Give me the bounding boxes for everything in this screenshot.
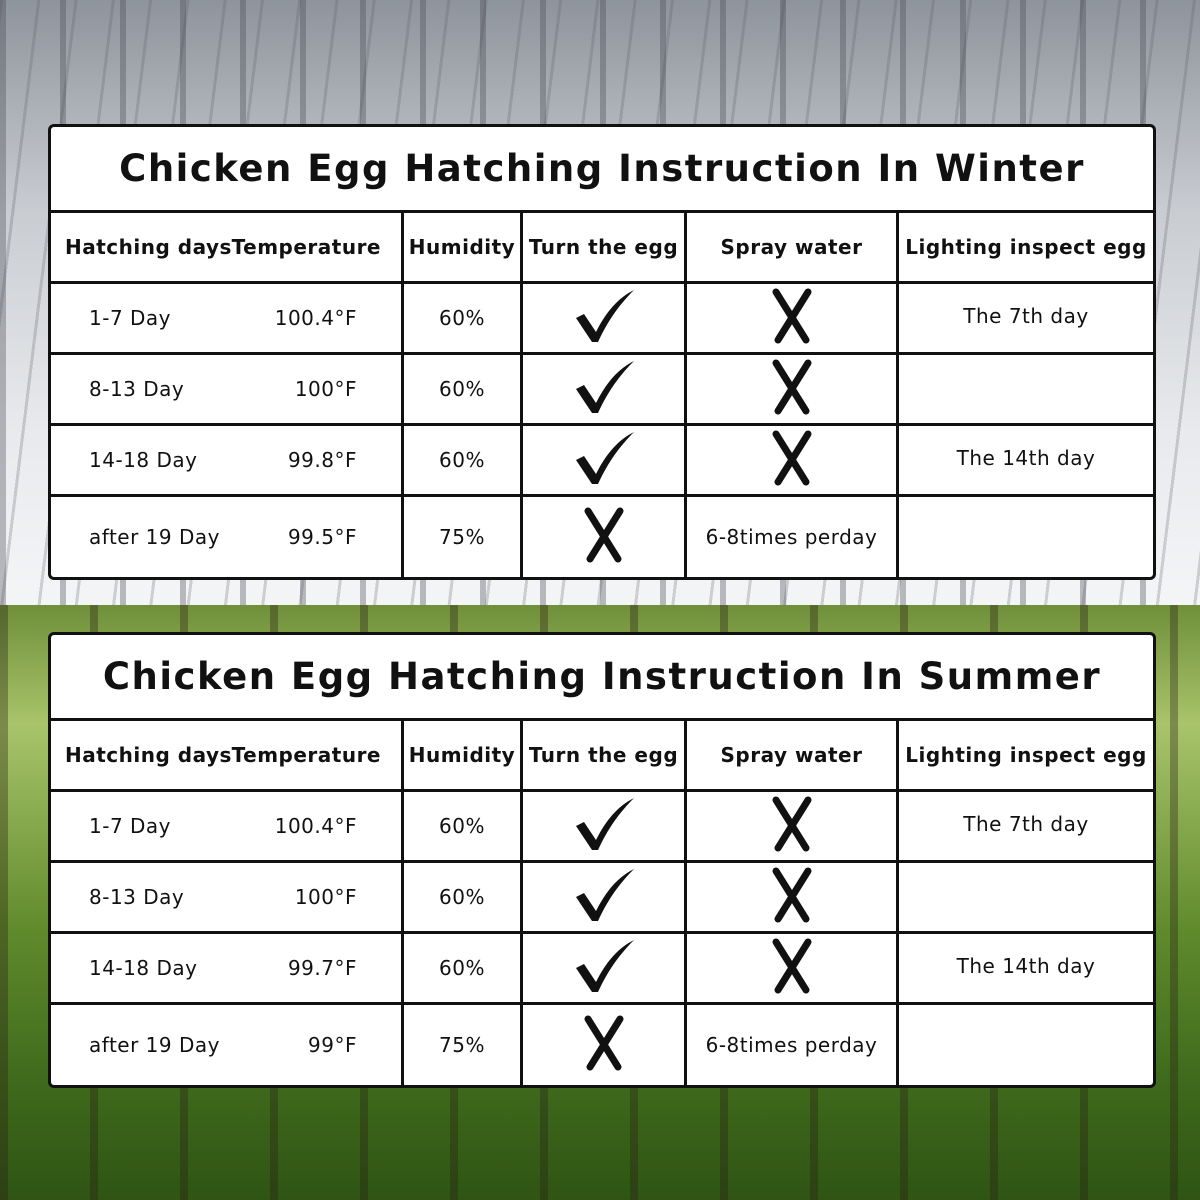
summer-table: Chicken Egg Hatching Instruction In Summ… bbox=[48, 632, 1156, 1088]
header-lighting-inspect-egg: Lighting inspect egg bbox=[905, 743, 1147, 767]
spray-cell bbox=[687, 792, 899, 860]
lighting-inspect bbox=[899, 497, 1153, 577]
hatching-days: after 19 Day bbox=[89, 525, 220, 549]
check-icon bbox=[572, 359, 636, 420]
cross-icon bbox=[760, 430, 824, 491]
humidity: 60% bbox=[404, 284, 523, 352]
lighting-inspect bbox=[899, 863, 1153, 931]
lighting-inspect: The 14th day bbox=[956, 954, 1096, 978]
hatching-days: 8-13 Day bbox=[89, 377, 185, 401]
turn-cell bbox=[523, 1005, 687, 1085]
table-row: 1-7 Day 100.4°F 60% The 7th day bbox=[51, 792, 1153, 863]
turn-cell bbox=[523, 792, 687, 860]
days-temperature-cell: after 19 Day 99°F bbox=[51, 1005, 404, 1085]
table-row: after 19 Day 99.5°F 75% 6-8times perday bbox=[51, 497, 1153, 577]
turn-cell bbox=[523, 426, 687, 494]
cross-icon bbox=[760, 359, 824, 420]
check-icon bbox=[572, 938, 636, 999]
header-humidity: Humidity bbox=[404, 721, 523, 789]
header-spray-water: Spray water bbox=[687, 213, 899, 281]
table-row: after 19 Day 99°F 75% 6-8times perday bbox=[51, 1005, 1153, 1085]
spray-cell: 6-8times perday bbox=[687, 1005, 899, 1085]
header-days-temperature: Hatching days Temperature bbox=[51, 213, 404, 281]
winter-table: Chicken Egg Hatching Instruction In Wint… bbox=[48, 124, 1156, 580]
temperature: 100°F bbox=[294, 377, 357, 401]
cross-icon bbox=[760, 867, 824, 928]
turn-cell bbox=[523, 284, 687, 352]
turn-cell bbox=[523, 497, 687, 577]
header-lighting-inspect-egg: Lighting inspect egg bbox=[905, 235, 1147, 259]
header-turn-the-egg: Turn the egg bbox=[523, 213, 687, 281]
temperature: 99.8°F bbox=[287, 448, 357, 472]
spray-cell bbox=[687, 934, 899, 1002]
days-temperature-cell: 8-13 Day 100°F bbox=[51, 863, 404, 931]
lighting-inspect: The 7th day bbox=[963, 304, 1089, 328]
table-row: 1-7 Day 100.4°F 60% The 7th day bbox=[51, 284, 1153, 355]
spray-cell bbox=[687, 284, 899, 352]
hatching-days: 1-7 Day bbox=[89, 306, 172, 330]
hatching-days: 14-18 Day bbox=[89, 956, 198, 980]
days-temperature-cell: 14-18 Day 99.8°F bbox=[51, 426, 404, 494]
humidity: 60% bbox=[404, 934, 523, 1002]
check-icon bbox=[572, 867, 636, 928]
days-temperature-cell: 14-18 Day 99.7°F bbox=[51, 934, 404, 1002]
hatching-days: 8-13 Day bbox=[89, 885, 185, 909]
humidity: 60% bbox=[404, 426, 523, 494]
lighting-inspect bbox=[899, 1005, 1153, 1085]
humidity: 75% bbox=[404, 1005, 523, 1085]
cross-icon bbox=[760, 288, 824, 349]
temperature: 99.5°F bbox=[287, 525, 357, 549]
lighting-inspect: The 14th day bbox=[956, 446, 1096, 470]
humidity: 75% bbox=[404, 497, 523, 577]
header-temperature: Temperature bbox=[231, 743, 381, 767]
header-humidity: Humidity bbox=[404, 213, 523, 281]
humidity: 60% bbox=[404, 355, 523, 423]
table-row: 14-18 Day 99.7°F 60% The 14th day bbox=[51, 934, 1153, 1005]
hatching-days: after 19 Day bbox=[89, 1033, 220, 1057]
header-row: Hatching days Temperature Humidity Turn the… bbox=[51, 213, 1153, 284]
spray-cell bbox=[687, 355, 899, 423]
table-row: 8-13 Day 100°F 60% bbox=[51, 863, 1153, 934]
hatching-days: 14-18 Day bbox=[89, 448, 198, 472]
spray-cell bbox=[687, 426, 899, 494]
hatching-days: 1-7 Day bbox=[89, 814, 172, 838]
temperature: 100.4°F bbox=[274, 814, 357, 838]
spray-cell: 6-8times perday bbox=[687, 497, 899, 577]
days-temperature-cell: 1-7 Day 100.4°F bbox=[51, 284, 404, 352]
humidity: 60% bbox=[404, 792, 523, 860]
header-hatching-days: Hatching days bbox=[65, 743, 232, 767]
temperature: 99.7°F bbox=[287, 956, 357, 980]
cross-icon bbox=[760, 796, 824, 857]
days-temperature-cell: after 19 Day 99.5°F bbox=[51, 497, 404, 577]
check-icon bbox=[572, 288, 636, 349]
header-days-temperature: Hatching days Temperature bbox=[51, 721, 404, 789]
cross-icon bbox=[572, 1015, 636, 1076]
turn-cell bbox=[523, 934, 687, 1002]
turn-cell bbox=[523, 355, 687, 423]
header-row: Hatching days Temperature Humidity Turn the… bbox=[51, 721, 1153, 792]
table-row: 8-13 Day 100°F 60% bbox=[51, 355, 1153, 426]
header-spray-water: Spray water bbox=[687, 721, 899, 789]
cross-icon bbox=[572, 507, 636, 568]
temperature: 99°F bbox=[308, 1033, 357, 1057]
temperature: 100.4°F bbox=[274, 306, 357, 330]
check-icon bbox=[572, 430, 636, 491]
table-title: Chicken Egg Hatching Instruction In Wint… bbox=[51, 127, 1153, 213]
table-title: Chicken Egg Hatching Instruction In Summ… bbox=[51, 635, 1153, 721]
check-icon bbox=[572, 796, 636, 857]
table-row: 14-18 Day 99.8°F 60% The 14th day bbox=[51, 426, 1153, 497]
lighting-inspect: The 7th day bbox=[963, 812, 1089, 836]
header-hatching-days: Hatching days bbox=[65, 235, 232, 259]
temperature: 100°F bbox=[294, 885, 357, 909]
header-turn-the-egg: Turn the egg bbox=[523, 721, 687, 789]
humidity: 60% bbox=[404, 863, 523, 931]
days-temperature-cell: 1-7 Day 100.4°F bbox=[51, 792, 404, 860]
spray-cell bbox=[687, 863, 899, 931]
lighting-inspect bbox=[899, 355, 1153, 423]
turn-cell bbox=[523, 863, 687, 931]
header-temperature: Temperature bbox=[231, 235, 381, 259]
days-temperature-cell: 8-13 Day 100°F bbox=[51, 355, 404, 423]
cross-icon bbox=[760, 938, 824, 999]
